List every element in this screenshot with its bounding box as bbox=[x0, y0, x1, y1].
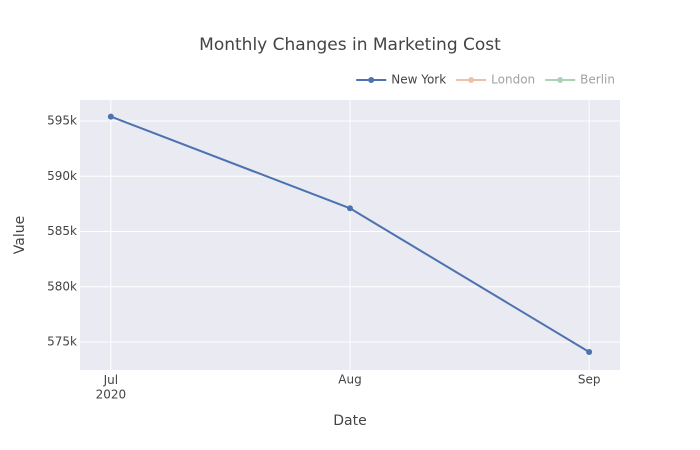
legend-marker bbox=[557, 77, 564, 83]
legend-item[interactable]: Berlin bbox=[545, 73, 615, 87]
y-tick-label: 585k bbox=[47, 224, 77, 238]
x-tick-label: Aug bbox=[338, 373, 361, 387]
legend-label: New York bbox=[391, 73, 446, 87]
x-tick-label: Sep bbox=[578, 373, 601, 387]
x-axis-title: Date bbox=[333, 413, 366, 429]
point bbox=[107, 113, 114, 120]
y-tick-label: 575k bbox=[47, 335, 77, 349]
point bbox=[347, 205, 353, 212]
y-tick-label: 580k bbox=[47, 279, 77, 293]
y-tick-label: 595k bbox=[47, 113, 77, 127]
y-axis-title: Value bbox=[12, 216, 28, 254]
legend-marker bbox=[368, 77, 375, 83]
x-tick-label: Jul 2020 bbox=[96, 373, 127, 401]
legend-label: Berlin bbox=[580, 73, 615, 87]
legend-marker bbox=[468, 77, 475, 83]
chart-title: Monthly Changes in Marketing Cost bbox=[199, 35, 501, 55]
y-tick-label: 590k bbox=[47, 169, 77, 183]
legend-item[interactable]: London bbox=[456, 73, 535, 87]
legend-label: London bbox=[491, 73, 535, 87]
point bbox=[586, 348, 593, 355]
legend-item[interactable]: New York bbox=[356, 73, 446, 87]
